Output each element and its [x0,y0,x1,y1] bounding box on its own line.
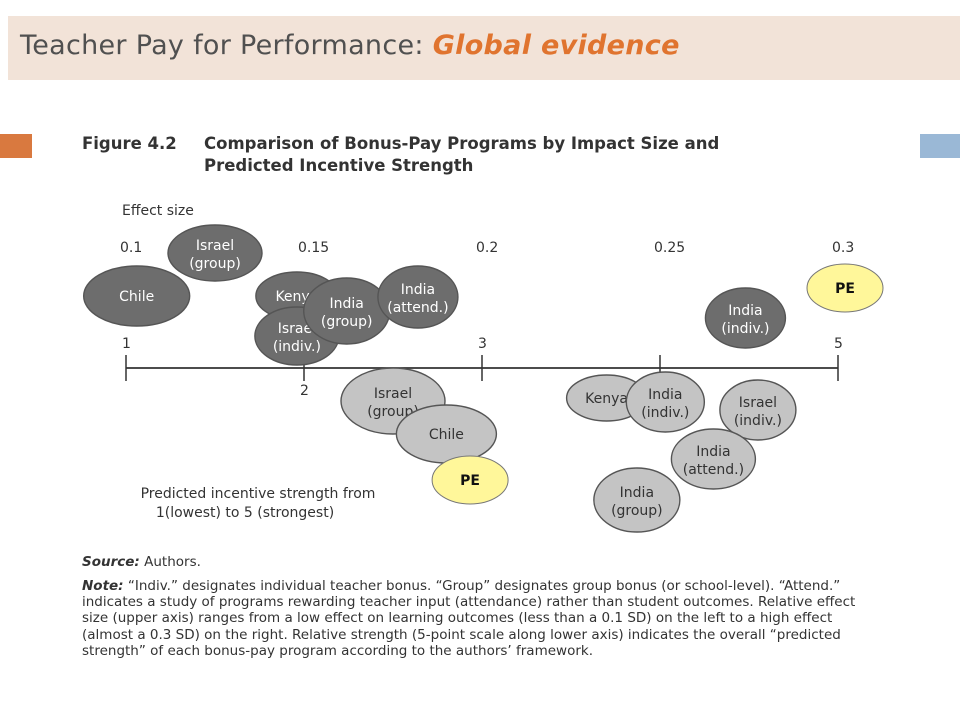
slide-title-bar: Teacher Pay for Performance: Global evid… [8,16,960,80]
effect-bubble-label: India [401,282,435,298]
effect-bubble-label: India [728,303,762,319]
effect-bubble [704,287,787,349]
figure-title: Figure 4.2 Comparison of Bonus-Pay Progra… [82,133,719,177]
effect-bubble [82,265,191,327]
right-accent-bar [920,134,960,158]
slide-title-plain: Teacher Pay for Performance: [20,30,424,61]
strength-bubble-sublabel: (indiv.) [641,405,689,421]
slide-title-highlight: Global evidence [432,30,680,61]
source-label: Source: [82,554,140,570]
strength-bubble-label: Chile [429,427,464,443]
lower-axis-label: Predicted incentive strength from [141,486,376,502]
strength-bubble-label: Israel [374,386,412,402]
strength-bubble-label: Kenya [585,391,628,407]
effect-bubble-sublabel: (group) [321,314,373,330]
effect-bubble [167,224,263,282]
strength-bubble-label: India [696,444,730,460]
effect-bubble-label: India [330,296,364,312]
note-label: Note: [82,578,124,594]
strength-bubble-sublabel: (group) [367,404,419,420]
effect-bubble-label: Israel [196,238,234,254]
strength-tick-label: 5 [834,336,843,352]
note-text: “Indiv.” designates individual teacher b… [82,578,856,659]
pe-marker [431,455,509,505]
figure-number: Figure 4.2 [82,134,177,153]
strength-bubble-sublabel: (attend.) [683,462,744,478]
effect-bubble-label: Israel [278,321,316,337]
upper-tick-label: 0.1 [120,240,142,256]
pe-marker-label: PE [835,281,855,297]
upper-axis-label: Effect size [122,203,194,219]
strength-bubble [625,371,706,433]
strength-tick-label: 2 [300,383,309,399]
upper-tick-label: 0.25 [654,240,685,256]
strength-bubble-sublabel: (indiv.) [734,413,782,429]
upper-tick-label: 0.15 [298,240,329,256]
slide-title: Teacher Pay for Performance: Global evid… [20,30,680,61]
strength-tick-label: 1 [122,336,131,352]
effect-bubble [377,265,459,329]
figure-source: Source: Authors. [82,554,201,570]
upper-tick-label: 0.2 [476,240,498,256]
pe-marker-label: PE [460,473,480,489]
effect-bubble-label: Chile [119,289,154,305]
effect-bubble-sublabel: (indiv.) [273,339,321,355]
effect-bubble-sublabel: (attend.) [387,300,448,316]
strength-tick-label: 3 [478,336,487,352]
strength-bubble-sublabel: (group) [611,503,663,519]
figure-note: Note: “Indiv.” designates individual tea… [82,578,862,659]
strength-bubble [719,379,797,441]
source-text: Authors. [144,554,201,570]
strength-bubble-label: India [648,387,682,403]
effect-bubble-sublabel: (group) [189,256,241,272]
strength-bubble-label: India [620,485,654,501]
strength-bubble [670,428,757,490]
strength-bubble [593,467,681,533]
figure-title-line1: Comparison of Bonus-Pay Programs by Impa… [204,134,720,153]
strength-bubble-label: Israel [739,395,777,411]
figure-title-line2: Predicted Incentive Strength [204,156,474,175]
lower-axis-label-line2: 1(lowest) to 5 (strongest) [156,505,334,521]
upper-tick-label: 0.3 [832,240,854,256]
pe-marker [806,263,884,313]
effect-bubble-sublabel: (indiv.) [721,321,769,337]
left-accent-bar [0,134,32,158]
